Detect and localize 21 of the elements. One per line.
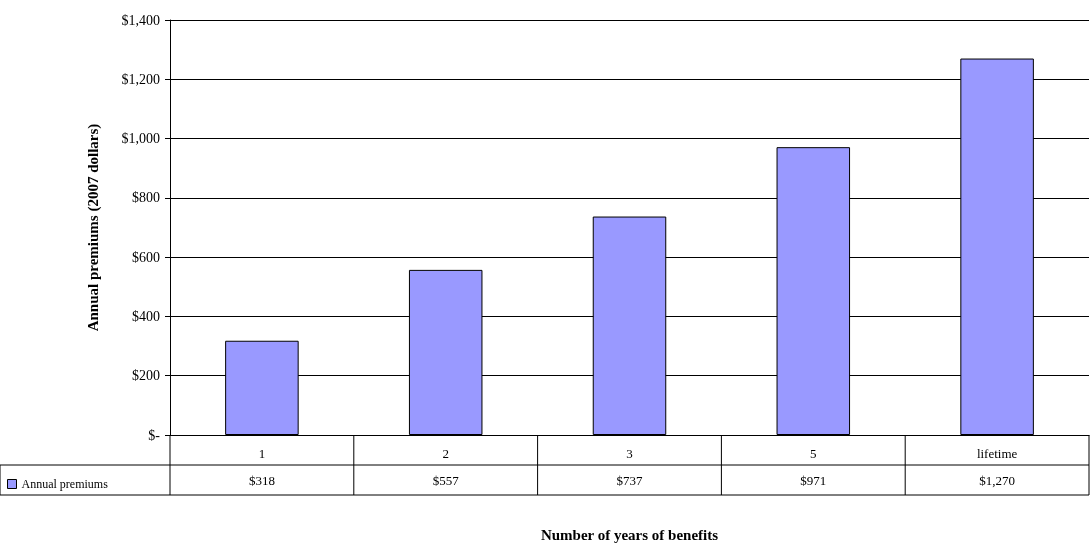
- data-label: $737: [616, 472, 643, 488]
- y-tick-label: $200: [132, 368, 160, 384]
- data-label: $557: [432, 472, 460, 488]
- data-label: $1,270: [979, 472, 1015, 488]
- data-label: $318: [248, 472, 275, 488]
- y-tick-label: $1,200: [121, 71, 160, 87]
- data-label: $971: [800, 472, 827, 488]
- x-axis-title: Number of years of benefits: [540, 526, 719, 543]
- y-tick-label: $1,000: [121, 131, 160, 147]
- x-tick-label: 3: [626, 446, 633, 461]
- x-tick-label: 2: [442, 446, 449, 461]
- y-tick-label: $-: [148, 427, 161, 443]
- y-tick-label: $1,400: [121, 12, 160, 28]
- x-tick-label: 1: [258, 446, 266, 461]
- y-axis-title: Annual premiums (2007 dollars): [84, 123, 102, 332]
- y-tick-label: $600: [132, 249, 160, 265]
- y-tick-label: $400: [132, 308, 160, 324]
- y-tick-label: $800: [132, 190, 160, 206]
- x-tick-label: lifetime: [976, 446, 1018, 461]
- legend-label: Annual premiums: [21, 477, 109, 491]
- x-tick-label: 5: [810, 446, 817, 461]
